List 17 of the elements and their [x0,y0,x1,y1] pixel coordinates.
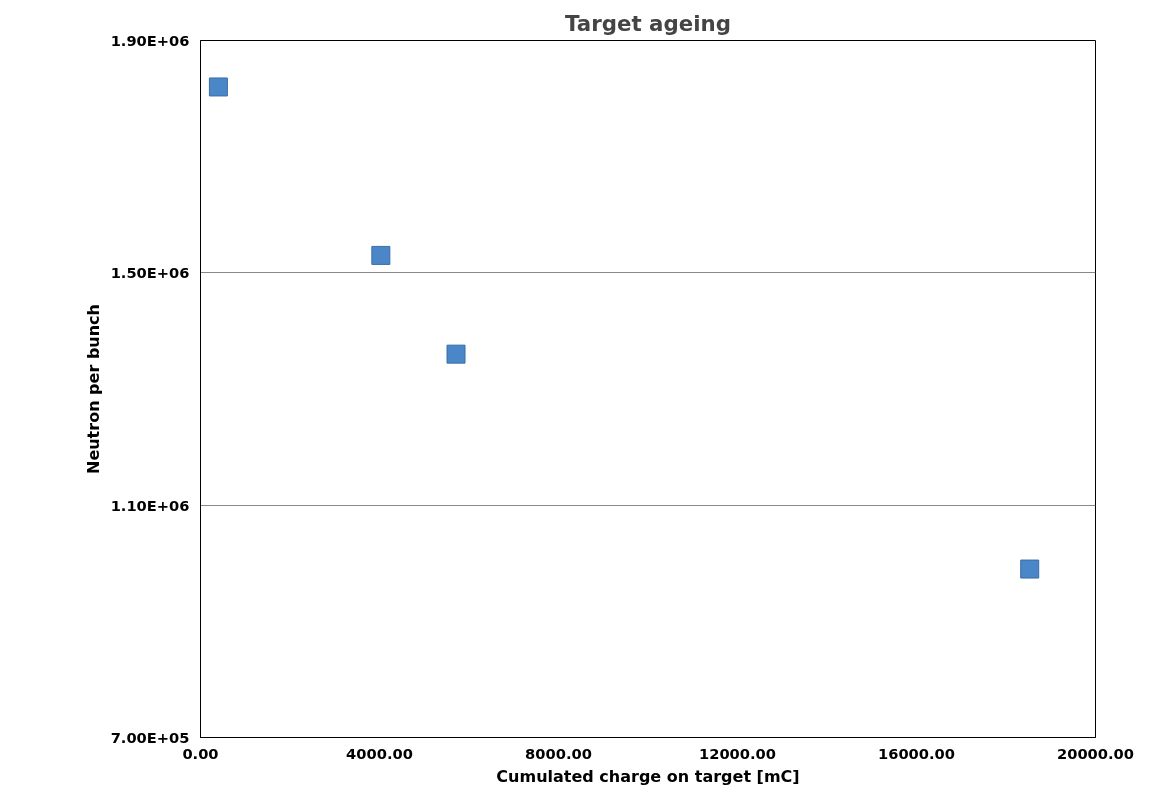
point [208,77,228,97]
x-tick-label: 0.00 [182,744,219,762]
y-tick-label: 1.90E+06 [110,32,190,49]
x-tick-label: 12000.00 [699,744,776,762]
y-tick-label: 7.00E+05 [110,729,190,746]
y-tick-label: 1.10E+06 [110,496,190,514]
x-tick-label: 16000.00 [878,744,955,762]
chart-title: Target ageing [565,10,731,36]
point [371,245,391,265]
y-axis-title: Neutron per bunch [83,304,103,474]
x-tick-label: 20000.00 [1057,744,1134,762]
x-axis-title: Cumulated charge on target [mC] [496,766,800,786]
y-tick-label: 1.50E+06 [110,264,190,282]
point [1020,559,1040,579]
x-tick-label: 4000.00 [346,744,413,762]
x-tick-label: 8000.00 [525,744,592,762]
point [446,344,466,364]
